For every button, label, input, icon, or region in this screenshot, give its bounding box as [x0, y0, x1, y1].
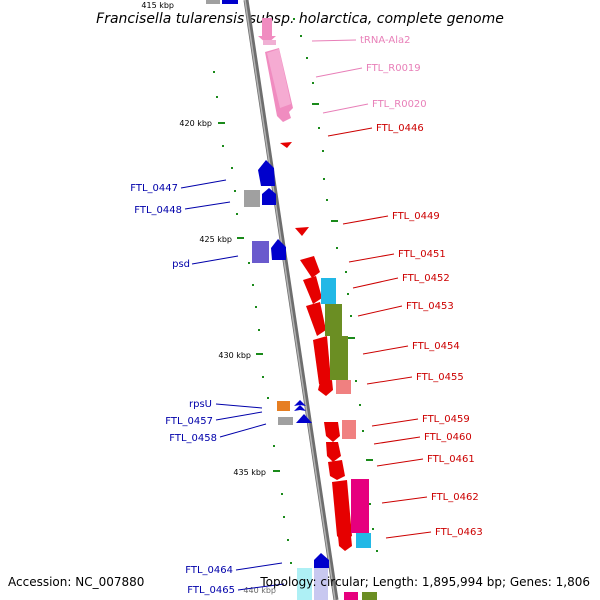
label-ftl-0448[interactable]: FTL_0448	[134, 205, 182, 216]
label-ftl-0451[interactable]: FTL_0451	[398, 249, 446, 260]
gene-ftl-0464[interactable]	[314, 553, 329, 568]
label-ftl-0455[interactable]: FTL_0455	[416, 372, 464, 383]
label-ftl-0449[interactable]: FTL_0449	[392, 211, 440, 222]
gene-ftl-0448-blue[interactable]	[262, 188, 276, 205]
gene-olive-block-1[interactable]	[325, 304, 342, 336]
minor-ticks	[213, 18, 378, 564]
label-ftl-0465[interactable]: FTL_0465	[187, 585, 235, 596]
gene-bottom-olive[interactable]	[362, 592, 377, 600]
label-ftl-0452[interactable]: FTL_0452	[402, 273, 450, 284]
gene-salmon-block[interactable]	[336, 380, 351, 394]
gene-ftl-0452[interactable]	[303, 276, 322, 304]
gene-ftl-0448[interactable]	[244, 190, 260, 207]
label-ftl-0447[interactable]: FTL_0447	[130, 183, 178, 194]
left-label-lines	[180, 179, 285, 591]
gene-ftl-0451[interactable]	[300, 256, 320, 278]
label-ftl-0457[interactable]: FTL_0457	[165, 416, 213, 427]
gene-ftl-0446[interactable]	[280, 142, 292, 148]
kbp-label-435: 435 kbp	[233, 468, 266, 477]
label-ftl-r0020[interactable]: FTL_R0020	[372, 99, 427, 110]
genome-backbone	[243, 0, 339, 600]
label-ftl-0464[interactable]: FTL_0464	[185, 565, 233, 576]
gene-block-top-blue[interactable]	[222, 0, 238, 4]
gene-ftl-0457-arrow-2[interactable]	[294, 405, 306, 411]
label-ftl-r0019[interactable]: FTL_R0019	[366, 63, 421, 74]
accession-text: Accession: NC_007880	[8, 575, 144, 589]
gene-ftl-0459-block[interactable]	[342, 420, 356, 439]
label-ftl-0462[interactable]: FTL_0462	[431, 492, 479, 503]
label-ftl-0458[interactable]: FTL_0458	[169, 433, 217, 444]
gene-ftl-0455[interactable]	[318, 380, 333, 396]
gene-ftl-0459[interactable]	[324, 422, 340, 442]
kbp-label-415: 415 kbp	[141, 1, 174, 10]
gene-ftl-0462[interactable]	[332, 480, 352, 542]
gene-ftl-0458[interactable]	[296, 414, 312, 423]
label-ftl-0446[interactable]: FTL_0446	[376, 123, 424, 134]
kbp-label-440: 440 kbp	[243, 586, 276, 595]
label-trna-ala2[interactable]: tRNA-Ala2	[360, 35, 410, 46]
label-ftl-0459[interactable]: FTL_0459	[422, 414, 470, 425]
right-label-lines	[311, 39, 432, 539]
gene-rpsu[interactable]	[277, 401, 290, 411]
major-ticks	[218, 103, 373, 472]
gene-psd[interactable]	[252, 241, 269, 263]
gene-magenta-block[interactable]	[351, 479, 369, 533]
gene-ftl-r0019-highlight	[267, 49, 291, 108]
gene-block-top-grey[interactable]	[206, 0, 220, 4]
label-psd[interactable]: psd	[172, 259, 190, 270]
gene-ftl-0457[interactable]	[278, 417, 293, 425]
gene-ftl-0465[interactable]	[297, 568, 312, 600]
kbp-label-425: 425 kbp	[199, 235, 232, 244]
gene-psd-blue[interactable]	[271, 239, 286, 260]
gene-bottom-magenta[interactable]	[344, 592, 358, 600]
label-ftl-0460[interactable]: FTL_0460	[424, 432, 472, 443]
gene-cyan-block-2[interactable]	[356, 533, 371, 548]
label-ftl-0454[interactable]: FTL_0454	[412, 341, 460, 352]
gene-ftl-0454[interactable]	[313, 336, 331, 388]
label-ftl-0463[interactable]: FTL_0463	[435, 527, 483, 538]
gene-ftl-0453[interactable]	[306, 302, 326, 336]
genome-backbone-highlight	[244, 0, 336, 600]
label-ftl-0453[interactable]: FTL_0453	[406, 301, 454, 312]
kbp-label-430: 430 kbp	[218, 351, 251, 360]
gene-pink-small[interactable]	[263, 40, 276, 45]
gene-ftl-0461[interactable]	[328, 460, 345, 480]
gene-ftl-0449[interactable]	[295, 227, 309, 236]
gene-cyan-block[interactable]	[321, 278, 336, 304]
label-rpsu[interactable]: rpsU	[189, 399, 212, 410]
gene-ftl-0457-arrow-1[interactable]	[294, 400, 306, 406]
kbp-label-420: 420 kbp	[179, 119, 212, 128]
gene-ftl-0447[interactable]	[258, 160, 275, 186]
label-ftl-0461[interactable]: FTL_0461	[427, 454, 475, 465]
map-title: Francisella tularensis subsp. holarctica…	[96, 11, 504, 27]
topology-text: Topology: circular; Length: 1,895,994 bp…	[259, 575, 590, 589]
gene-trna-ala2[interactable]	[258, 18, 276, 44]
gene-ftl-0463[interactable]	[338, 536, 352, 551]
gene-olive-block-2[interactable]	[330, 336, 348, 380]
gene-ftl-0465-b[interactable]	[314, 568, 328, 600]
gene-ftl-0460[interactable]	[326, 442, 341, 462]
